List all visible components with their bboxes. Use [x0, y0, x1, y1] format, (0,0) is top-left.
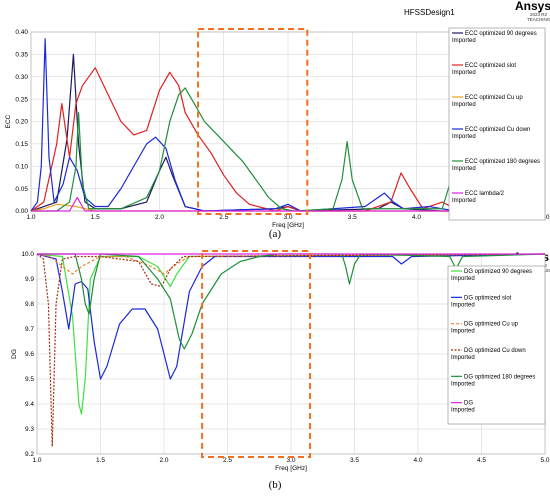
series-line-6	[31, 196, 545, 212]
legend-entry-sub: Imported	[452, 166, 476, 172]
y-tick-label: 9.6	[25, 351, 34, 358]
brand-edition: TEACHING	[527, 17, 550, 22]
legend-entry-sub: Imported	[452, 134, 476, 140]
x-tick-label: 2.5	[219, 214, 228, 221]
legend-entry: ECC optimized Cu up	[465, 95, 523, 101]
legend-entry-sub: Imported	[451, 355, 475, 361]
y-tick-label: 9.4	[25, 401, 34, 408]
brand-version: 2023 R2	[530, 12, 548, 17]
legend-box	[447, 265, 546, 425]
legend-entry: ECC lambda/2	[465, 191, 505, 197]
x-tick-label: 1.5	[96, 457, 105, 464]
y-tick-label: 9.9	[25, 276, 34, 283]
series-line-2	[30, 67, 546, 212]
legend-entry: DG	[464, 401, 473, 407]
panel-caption: (a)	[269, 228, 282, 240]
legend-entry: ECC optimized 180 degrees	[465, 159, 540, 165]
legend-entry-sub: Imported	[452, 38, 476, 44]
design-title: HFSSDesign1	[404, 8, 455, 17]
y-tick-label: 0.15	[15, 141, 28, 148]
x-tick-label: 2.0	[159, 457, 168, 464]
brand-logo: Ansys	[515, 0, 550, 13]
x-tick-label: 3.0	[283, 214, 292, 221]
legend-entry: ECC optimized slot	[465, 63, 516, 69]
y-tick-label: 0.00	[15, 208, 28, 215]
x-tick-label: 3.5	[350, 457, 359, 464]
y-tick-label: 9.8	[25, 301, 34, 308]
legend-entry-sub: Imported	[451, 302, 475, 308]
legend-entry: DG optimized Cu up	[464, 322, 519, 328]
legend-entry: ECC optimized Cu down	[465, 127, 530, 133]
x-tick-label: 1.0	[26, 214, 35, 221]
x-tick-label: 5.0	[540, 457, 549, 464]
legend-entry: DG optimized Cu down	[464, 348, 526, 354]
panel-caption: (b)	[269, 479, 282, 491]
y-tick-label: 0.05	[15, 186, 28, 193]
y-axis-label: ECC	[5, 114, 12, 128]
x-tick-label: 4.0	[412, 214, 421, 221]
y-tick-label: 0.20	[15, 119, 28, 126]
legend-box	[448, 27, 546, 221]
y-tick-label: 9.7	[25, 326, 34, 333]
series-line-5	[31, 87, 545, 212]
x-tick-label: 1.5	[91, 214, 100, 221]
series-line-1	[36, 253, 546, 415]
legend-entry-sub: Imported	[451, 329, 475, 335]
x-tick-label: 4.0	[413, 457, 422, 464]
y-axis-label: DG	[11, 349, 18, 359]
x-axis-label: Freq [GHz]	[275, 465, 307, 472]
legend-entry-sub: Imported	[451, 408, 475, 414]
legend-entry: DG optimized 180 degrees	[464, 374, 535, 380]
x-tick-label: 1.0	[32, 457, 41, 464]
x-tick-label: 2.5	[223, 457, 232, 464]
legend-entry-sub: Imported	[451, 381, 475, 387]
x-tick-label: 4.5	[477, 457, 486, 464]
legend-entry-sub: Imported	[452, 70, 476, 76]
series-line-4	[36, 253, 546, 448]
legend-entry: DG optimized slot	[464, 295, 512, 301]
y-tick-label: 9.3	[25, 426, 34, 433]
y-tick-label: 0.10	[15, 163, 28, 170]
y-tick-label: 0.35	[15, 52, 28, 59]
series-line-1	[30, 53, 545, 212]
legend-entry-sub: Imported	[451, 276, 475, 282]
legend-entry: DG optimized 90 degrees	[464, 269, 532, 275]
y-tick-label: 0.40	[15, 29, 28, 36]
highlight-box	[197, 28, 309, 215]
legend-entry: ECC optimized 90 degrees	[465, 31, 537, 37]
x-tick-label: 3.0	[286, 457, 295, 464]
highlight-box	[201, 250, 312, 458]
y-tick-label: 0.30	[15, 74, 28, 81]
y-tick-label: 10.0	[21, 251, 34, 258]
series-line-4	[30, 38, 545, 212]
x-axis-label: Freq [GHz]	[272, 222, 304, 229]
series-line-3	[36, 253, 546, 275]
y-tick-label: 9.5	[25, 376, 34, 383]
legend-entry-sub: Imported	[452, 198, 476, 204]
legend-entry-sub: Imported	[452, 102, 476, 108]
y-tick-label: 0.25	[15, 96, 28, 103]
x-tick-label: 2.0	[155, 214, 164, 221]
x-tick-label: 3.5	[348, 214, 357, 221]
y-tick-label: 9.2	[25, 451, 34, 458]
